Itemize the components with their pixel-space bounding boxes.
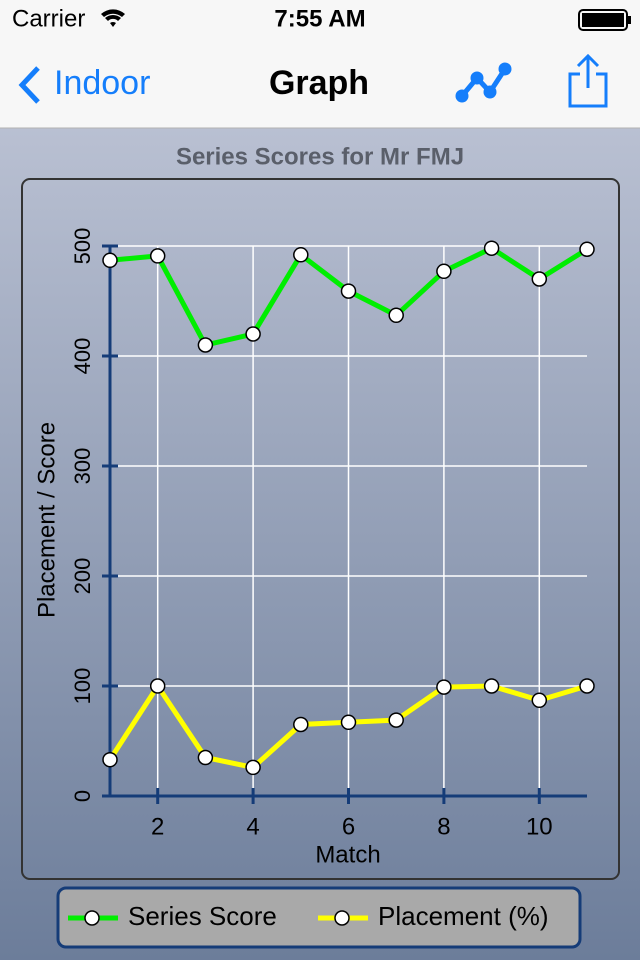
carrier: Carrier [12,5,85,32]
point [102,751,118,768]
back-button[interactable]: Indoor [18,64,150,104]
nav-background [0,0,640,128]
legend-marker [334,910,350,926]
point [293,247,309,263]
clock: 7:55 AM [274,5,365,32]
wifi-icon [101,9,125,27]
point [149,678,166,694]
point [579,241,595,258]
legend-label: Placement (%) [378,901,549,931]
x-tick-label: 2 [151,813,164,840]
back-label[interactable]: Indoor [54,64,150,102]
plot: 0 100 200 300 400 500 2 4 6 8 10 [70,228,595,840]
point [340,283,357,299]
point [245,759,261,776]
point [197,337,214,353]
y-tick-label: 200 [70,558,95,595]
chart-title: Series Scores for Mr FMJ [176,143,464,170]
point [245,326,261,342]
legend-marker [84,910,100,926]
legend-label: Series Score [128,901,277,931]
nav-title: Graph [269,64,369,102]
y-tick-label: 300 [70,448,95,485]
y-tick-label: 400 [70,338,95,375]
point [197,749,214,766]
x-tick-label: 4 [246,813,259,840]
share-button[interactable] [568,53,608,108]
point [436,679,452,695]
point [483,240,500,256]
point [149,248,166,264]
point [579,678,595,694]
chart-frame [21,178,620,880]
x-tick-label: 8 [437,813,450,840]
battery [578,9,631,31]
point [436,263,452,280]
point [531,692,548,709]
point [293,716,309,733]
y-tick-label: 500 [70,228,95,265]
y-axis-label: Placement / Score [33,422,60,618]
legend: Series Score Placement (%) [68,901,549,931]
y-tick-label: 100 [70,668,95,705]
x-tick-label: 6 [342,813,355,840]
point [483,678,500,694]
y-tick-label: 0 [70,790,95,802]
point [388,712,404,728]
graph-button[interactable] [455,62,512,103]
x-axis-label: Match [315,841,380,868]
point [340,714,357,731]
x-tick-label: 10 [526,813,553,840]
point [388,307,404,324]
point [531,271,548,287]
point [102,252,118,269]
back-chevron [18,66,40,104]
